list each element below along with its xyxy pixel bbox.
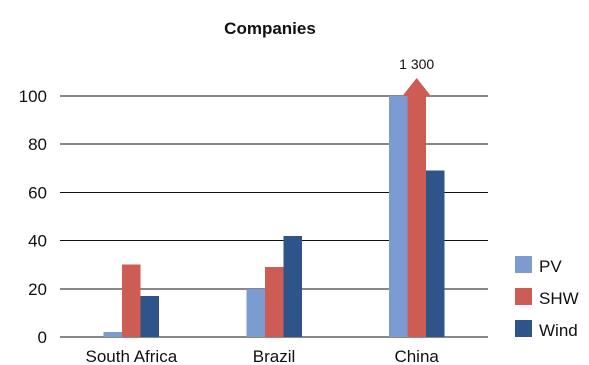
legend: PV SHW Wind: [515, 256, 579, 340]
legend-item-pv: PV: [515, 256, 562, 276]
legend-label: PV: [539, 257, 562, 276]
y-axis-tick-label: 0: [38, 328, 47, 347]
legend-item-wind: Wind: [515, 320, 578, 340]
annotation-label: 1 300: [399, 56, 434, 72]
legend-swatch: [515, 320, 532, 337]
y-axis-tick-label: 60: [28, 183, 47, 202]
annotation-arrow: [402, 78, 431, 96]
legend-item-shw: SHW: [515, 288, 579, 308]
bar-china-pv: [388, 96, 408, 337]
chart-title: Companies: [224, 19, 316, 38]
x-axis-tick-label: Brazil: [253, 347, 296, 365]
bar-south-africa-pv: [103, 332, 123, 337]
bar-south-africa-shw: [122, 264, 141, 337]
legend-swatch: [515, 256, 532, 273]
y-axis-tick-labels: 0 20 40 60 80 100: [19, 87, 47, 347]
bar-brazil-pv: [246, 288, 265, 337]
legend-swatch: [515, 288, 532, 305]
y-axis-tick-label: 20: [28, 280, 47, 299]
x-axis-tick-label: China: [394, 347, 439, 365]
bars: [103, 96, 445, 337]
bar-south-africa-wind: [140, 296, 160, 337]
y-axis-tick-label: 100: [19, 87, 47, 106]
legend-label: SHW: [539, 289, 579, 308]
legend-label: Wind: [539, 321, 578, 340]
bar-brazil-shw: [264, 267, 284, 337]
bar-china-wind: [425, 170, 445, 337]
bar-china-shw: [407, 96, 426, 337]
bar-brazil-wind: [283, 235, 302, 337]
y-axis-tick-label: 80: [28, 135, 47, 154]
y-axis-tick-label: 40: [28, 232, 47, 251]
x-axis-tick-label: South Africa: [85, 347, 177, 365]
